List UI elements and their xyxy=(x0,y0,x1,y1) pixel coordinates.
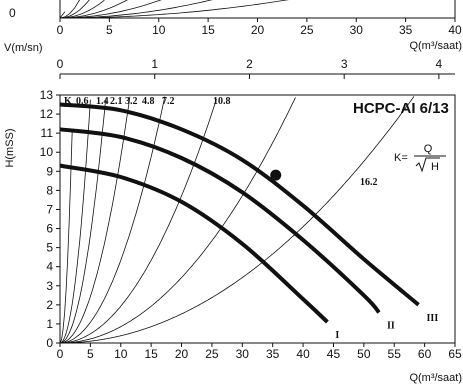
pump-curve-label-III: III xyxy=(427,313,439,324)
x-tick-label-11: 55 xyxy=(388,347,402,361)
x-tick-label-4: 20 xyxy=(175,347,189,361)
top-x-ticks: 0 5 10 15 20 25 30 35 40 xyxy=(57,18,462,37)
k-line-label-10-8: 10.8 xyxy=(213,96,231,107)
top-x-tick-label-1: 5 xyxy=(106,23,113,37)
k-line-label-16-2: 16.2 xyxy=(360,177,378,188)
chart-title: HCPC-AI 6/13 xyxy=(353,100,449,117)
pump-curve-label-I: I xyxy=(335,330,339,341)
x-tick-label-1: 5 xyxy=(87,347,94,361)
k-line-10-8 xyxy=(60,97,296,344)
k-line-16-2 xyxy=(60,96,415,344)
k-line-label-0-6: 0.6 xyxy=(76,96,89,107)
top-y-tick-0: 0 xyxy=(9,6,16,20)
k-line-label-2-1: 2.1 xyxy=(110,96,123,107)
velocity-tick-label-4: 4 xyxy=(436,57,443,71)
k-line-label-7-2: 7.2 xyxy=(162,96,175,107)
formula-sqrt-sign xyxy=(415,157,440,173)
top-x-tick-label-5: 25 xyxy=(300,23,314,37)
y-axis-label: H(mSS) xyxy=(4,128,16,167)
y-tick-label-6: 6 xyxy=(46,222,53,236)
x-tick-label-8: 40 xyxy=(296,347,310,361)
k-line-2-1 xyxy=(59,99,106,344)
top-x-tick-label-6: 30 xyxy=(350,23,364,37)
pump-curve-I xyxy=(59,163,329,324)
x-axis-label: Q(m³/saat) xyxy=(409,372,462,384)
y-tick-label-2: 2 xyxy=(46,298,53,312)
formula-denominator: H xyxy=(431,161,439,173)
y-tick-label-1: 1 xyxy=(46,317,53,331)
pump-curve-II xyxy=(59,127,381,314)
velocity-tick-label-2: 2 xyxy=(246,57,253,71)
top-x-tick-label-0: 0 xyxy=(57,23,64,37)
velocity-tick-label-1: 1 xyxy=(151,57,158,71)
y-tick-label-3: 3 xyxy=(46,279,53,293)
y-tick-label-9: 9 xyxy=(46,164,53,178)
x-tick-label-9: 45 xyxy=(327,347,341,361)
y-tick-label-5: 5 xyxy=(46,241,53,255)
plot-frame xyxy=(59,94,456,344)
k-line-label-3-2: 3.2 xyxy=(125,96,138,107)
x-tick-label-12: 60 xyxy=(418,347,432,361)
x-tick-label-3: 15 xyxy=(144,347,158,361)
velocity-tick-label-3: 3 xyxy=(341,57,348,71)
k-line-3-2 xyxy=(59,96,131,344)
top-x-tick-label-7: 35 xyxy=(399,23,413,37)
k-header-label: K xyxy=(64,96,72,107)
k-line-0-6 xyxy=(59,130,73,344)
velocity-axis: 0 1 2 3 4 xyxy=(57,57,455,79)
top-k-line-0 xyxy=(59,11,66,19)
top-k-line-7 xyxy=(60,0,290,19)
y-tick-label-11: 11 xyxy=(41,126,54,140)
top-x-tick-label-8: 40 xyxy=(448,23,462,37)
k-line-1-4 xyxy=(59,99,91,344)
top-x-tick-label-4: 20 xyxy=(251,23,265,37)
y-tick-label-13: 13 xyxy=(40,88,54,102)
x-tick-label-7: 35 xyxy=(266,347,280,361)
y-tick-label-12: 12 xyxy=(40,107,54,121)
y-tick-label-10: 10 xyxy=(40,145,54,159)
y-tick-label-7: 7 xyxy=(46,202,53,216)
pump-curve-III xyxy=(59,102,420,307)
top-x-tick-label-2: 10 xyxy=(152,23,166,37)
x-tick-label-6: 30 xyxy=(236,347,250,361)
k-line-7-2 xyxy=(60,98,217,344)
top-chart xyxy=(59,0,456,19)
k-line-4-8 xyxy=(59,96,166,344)
k-line-label-1-4: 1.4 xyxy=(96,96,109,107)
top-x-tick-label-3: 15 xyxy=(201,23,215,37)
k-line-label-4-8: 4.8 xyxy=(142,96,155,107)
x-tick-label-2: 10 xyxy=(114,347,128,361)
x-tick-label-0: 0 xyxy=(57,347,64,361)
operating-point-marker xyxy=(270,169,282,181)
x-tick-label-10: 50 xyxy=(357,347,371,361)
velocity-tick-label-0: 0 xyxy=(57,57,64,71)
y-tick-label-0: 0 xyxy=(46,336,53,350)
formula-numerator: Q xyxy=(424,143,433,155)
formula-label: K= xyxy=(394,152,408,164)
y-tick-label-4: 4 xyxy=(46,260,53,274)
main-chart: K 0.6 1.4 2.1 3.2 4.8 7.2 10.816.2IIIIII0123456… xyxy=(40,88,462,361)
x-tick-label-13: 65 xyxy=(448,347,462,361)
x-tick-label-5: 25 xyxy=(205,347,219,361)
pump-curve-label-II: II xyxy=(387,320,395,331)
velocity-axis-label: V(m/sn) xyxy=(4,42,43,54)
y-tick-label-8: 8 xyxy=(46,183,53,197)
top-x-axis-label: Q(m³/saat) xyxy=(409,40,462,52)
